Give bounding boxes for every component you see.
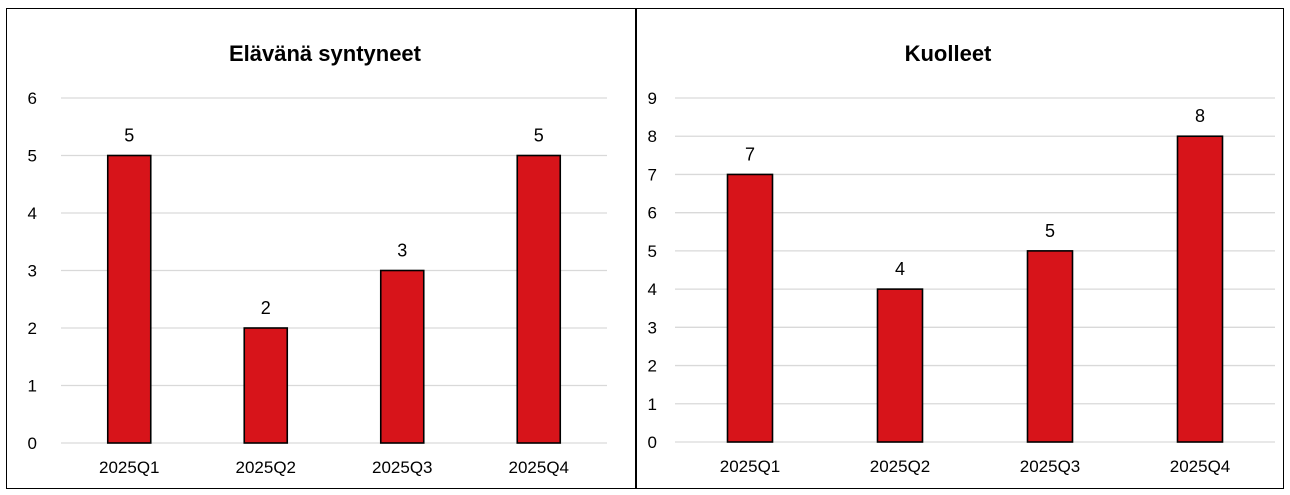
y-axis-ticks: 0 1 2 3 4 5 6 7 8 9 xyxy=(648,89,657,452)
x-tick-label: 2025Q1 xyxy=(720,457,781,476)
y-tick-label: 4 xyxy=(28,204,37,223)
y-tick-label: 5 xyxy=(648,242,657,261)
bar xyxy=(106,154,152,444)
data-label: 4 xyxy=(895,259,905,279)
chart-title: Elävänä syntyneet xyxy=(229,41,422,66)
y-tick-label: 1 xyxy=(28,377,37,396)
data-label: 8 xyxy=(1195,106,1205,126)
y-tick-label: 8 xyxy=(648,127,657,146)
y-tick-label: 7 xyxy=(648,165,657,184)
bars xyxy=(726,135,1224,443)
x-tick-label: 2025Q2 xyxy=(870,457,931,476)
y-tick-label: 6 xyxy=(28,89,37,108)
y-tick-label: 6 xyxy=(648,204,657,223)
bar xyxy=(243,327,289,444)
x-tick-label: 2025Q2 xyxy=(236,458,297,477)
y-tick-label: 1 xyxy=(648,395,657,414)
y-tick-label: 0 xyxy=(648,433,657,452)
bars xyxy=(106,154,562,444)
x-axis-ticks: 2025Q1 2025Q2 2025Q3 2025Q4 xyxy=(99,458,569,477)
data-label: 7 xyxy=(745,144,755,164)
gridlines xyxy=(675,97,1275,443)
data-label: 5 xyxy=(124,126,134,146)
y-tick-label: 3 xyxy=(648,318,657,337)
bar xyxy=(1026,250,1074,443)
data-label: 5 xyxy=(1045,221,1055,241)
deaths-chart-panel: Kuolleet 7 4 5 8 0 1 2 3 4 5 6 7 8 9 2025Q1 2025Q2 2025Q… xyxy=(636,8,1284,489)
y-tick-label: 3 xyxy=(28,262,37,281)
bar xyxy=(876,288,924,443)
x-tick-label: 2025Q3 xyxy=(372,458,433,477)
y-tick-label: 2 xyxy=(28,319,37,338)
bar xyxy=(726,173,774,443)
y-axis-ticks: 0 1 2 3 4 5 6 xyxy=(28,89,37,453)
data-labels: 7 4 5 8 xyxy=(745,106,1205,279)
data-label: 3 xyxy=(397,241,407,261)
x-tick-label: 2025Q1 xyxy=(99,458,160,477)
y-tick-label: 0 xyxy=(28,434,37,453)
x-tick-label: 2025Q4 xyxy=(1170,457,1231,476)
y-tick-label: 5 xyxy=(28,147,37,166)
y-tick-label: 2 xyxy=(648,357,657,376)
bar xyxy=(516,154,562,444)
gridlines xyxy=(61,97,607,444)
chart-title: Kuolleet xyxy=(905,41,992,66)
data-label: 5 xyxy=(534,126,544,146)
y-tick-label: 9 xyxy=(648,89,657,108)
x-tick-label: 2025Q4 xyxy=(509,458,570,477)
bar xyxy=(1176,135,1224,443)
bar xyxy=(379,269,425,444)
y-tick-label: 4 xyxy=(648,280,657,299)
births-chart-panel: Elävänä syntyneet 5 2 3 5 0 1 2 3 4 5 6 2025Q1 2025Q… xyxy=(6,8,636,489)
data-labels: 5 2 3 5 xyxy=(124,126,544,319)
x-axis-ticks: 2025Q1 2025Q2 2025Q3 2025Q4 xyxy=(720,457,1231,476)
x-tick-label: 2025Q3 xyxy=(1020,457,1081,476)
data-label: 2 xyxy=(261,298,271,318)
